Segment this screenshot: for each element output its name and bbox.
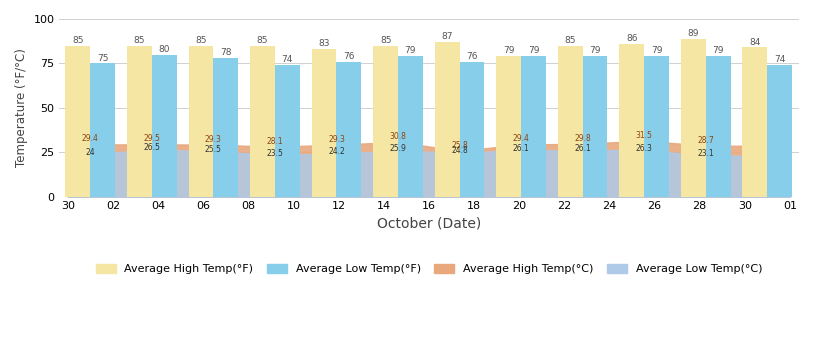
- Text: 26.1: 26.1: [513, 144, 530, 153]
- Bar: [336, 62, 361, 197]
- Text: 85: 85: [380, 36, 392, 45]
- Bar: [312, 49, 336, 197]
- Bar: [90, 63, 115, 197]
- Text: 79: 79: [503, 46, 515, 55]
- Text: 26.3: 26.3: [636, 144, 652, 153]
- Text: 74: 74: [774, 55, 785, 64]
- Bar: [152, 55, 177, 197]
- Text: 28.1: 28.1: [266, 137, 283, 146]
- Text: 26.5: 26.5: [144, 143, 160, 152]
- Bar: [583, 56, 608, 197]
- X-axis label: October (Date): October (Date): [377, 216, 481, 231]
- Text: 29.4: 29.4: [82, 134, 99, 143]
- Text: 30.8: 30.8: [389, 132, 407, 141]
- Bar: [644, 56, 669, 197]
- Y-axis label: Temperature (°F/°C): Temperature (°F/°C): [15, 49, 28, 167]
- Text: 23.5: 23.5: [266, 149, 283, 157]
- Text: 29.5: 29.5: [144, 134, 160, 143]
- Text: 24: 24: [85, 148, 95, 157]
- Bar: [188, 46, 213, 197]
- Text: 87: 87: [442, 32, 453, 41]
- Bar: [127, 46, 152, 197]
- Text: 75: 75: [97, 54, 109, 63]
- Bar: [496, 56, 521, 197]
- Text: 85: 85: [256, 36, 268, 45]
- Text: 25.9: 25.9: [389, 144, 407, 153]
- Bar: [619, 44, 644, 197]
- Bar: [66, 46, 90, 197]
- Bar: [275, 65, 300, 197]
- Text: 79: 79: [589, 46, 601, 55]
- Text: 85: 85: [195, 36, 207, 45]
- Bar: [398, 56, 422, 197]
- Bar: [706, 56, 730, 197]
- Text: 29.3: 29.3: [205, 135, 222, 144]
- Bar: [743, 47, 767, 197]
- Text: 29.8: 29.8: [574, 134, 591, 143]
- Bar: [374, 46, 398, 197]
- Text: 25.5: 25.5: [205, 145, 222, 154]
- Text: 28.7: 28.7: [697, 136, 714, 145]
- Text: 24.8: 24.8: [452, 146, 468, 155]
- Text: 31.5: 31.5: [636, 131, 652, 140]
- Bar: [460, 62, 485, 197]
- Text: 85: 85: [564, 36, 576, 45]
- Text: 29.4: 29.4: [513, 134, 530, 143]
- Text: 85: 85: [72, 36, 84, 45]
- Text: 76: 76: [343, 52, 354, 61]
- Bar: [250, 46, 275, 197]
- Text: 83: 83: [319, 39, 330, 48]
- Text: 25.8: 25.8: [452, 141, 468, 150]
- Bar: [213, 58, 238, 197]
- Text: 79: 79: [528, 46, 540, 55]
- Text: 79: 79: [712, 46, 724, 55]
- Text: 85: 85: [134, 36, 145, 45]
- Text: 79: 79: [651, 46, 662, 55]
- Text: 79: 79: [405, 46, 416, 55]
- Text: 29.3: 29.3: [328, 135, 345, 144]
- Text: 89: 89: [687, 29, 699, 38]
- Text: 86: 86: [626, 34, 637, 43]
- Text: 24.2: 24.2: [328, 147, 345, 156]
- Text: 76: 76: [466, 52, 478, 61]
- Text: 26.1: 26.1: [574, 144, 591, 153]
- Text: 80: 80: [159, 45, 170, 54]
- Bar: [521, 56, 546, 197]
- Legend: Average High Temp(°F), Average Low Temp(°F), Average High Temp(°C), Average Low : Average High Temp(°F), Average Low Temp(…: [91, 259, 767, 278]
- Bar: [681, 38, 705, 197]
- Bar: [558, 46, 583, 197]
- Bar: [435, 42, 460, 197]
- Text: 23.1: 23.1: [697, 150, 714, 158]
- Text: 74: 74: [281, 55, 293, 64]
- Bar: [767, 65, 792, 197]
- Text: 84: 84: [749, 38, 760, 47]
- Text: 78: 78: [220, 48, 232, 57]
